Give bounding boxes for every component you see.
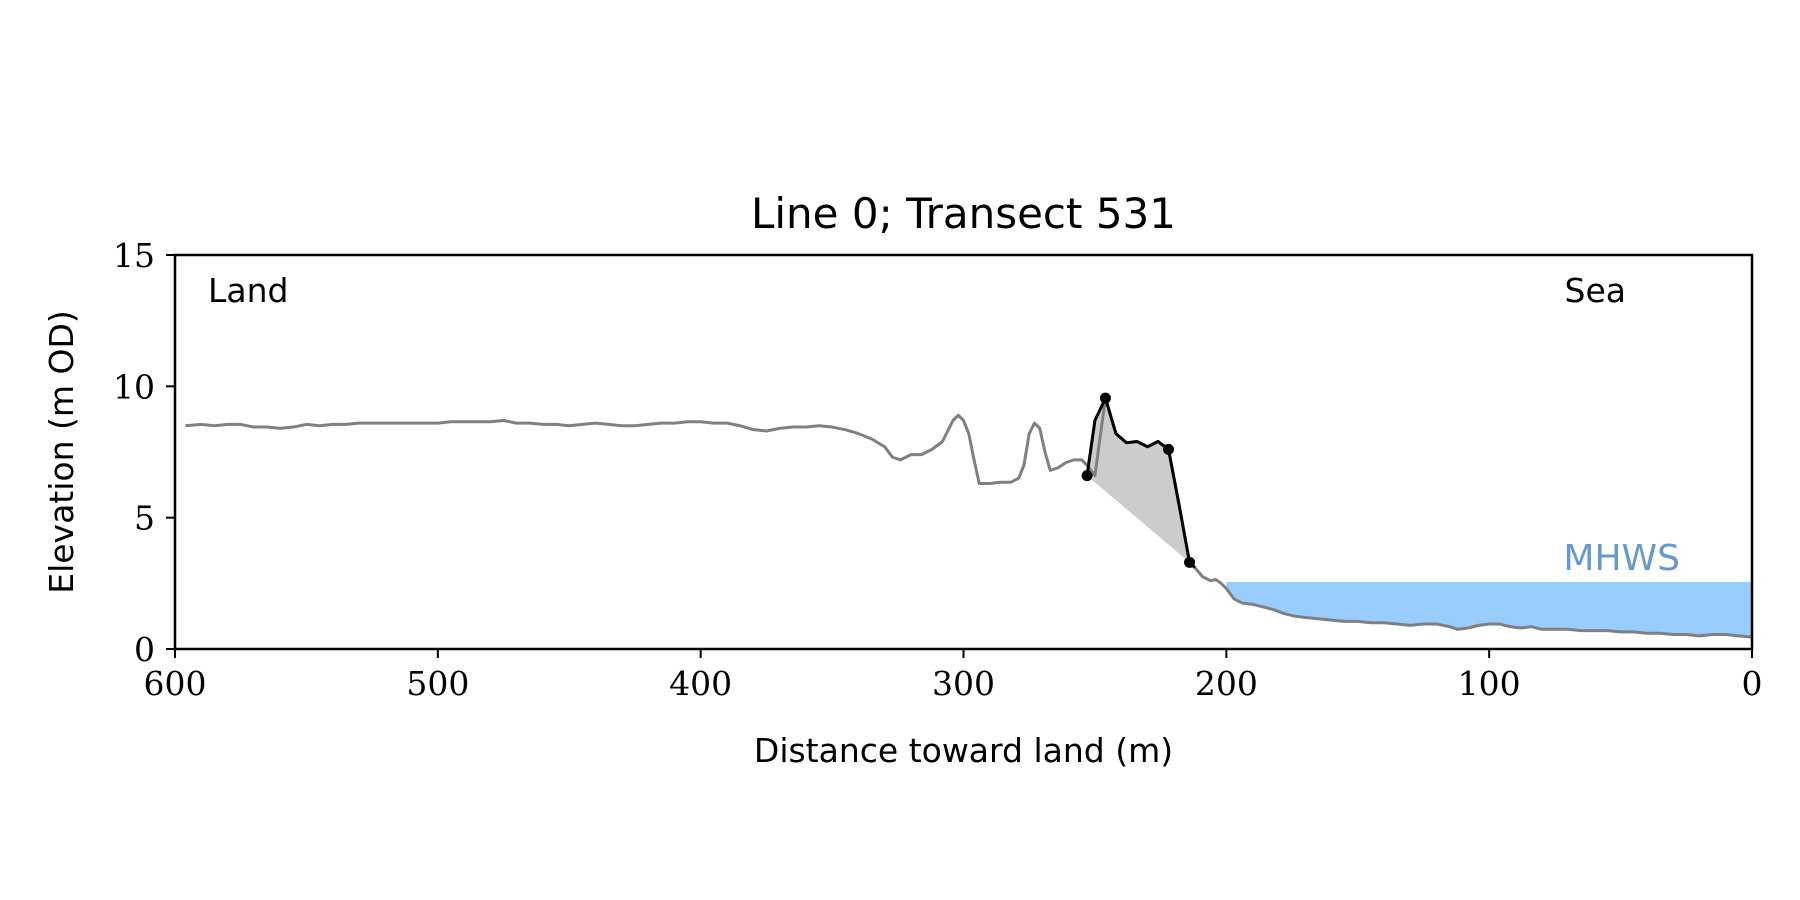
- x-tick-label: 0: [1742, 664, 1763, 703]
- x-tick-label: 100: [1458, 664, 1521, 703]
- chart-title: Line 0; Transect 531: [751, 189, 1176, 238]
- land-label: Land: [208, 271, 288, 310]
- cliff-marker: [1081, 470, 1093, 482]
- sea-label: Sea: [1565, 271, 1626, 310]
- x-tick-label: 200: [1195, 664, 1258, 703]
- mhws-area: [1226, 582, 1752, 638]
- y-tick-label: 10: [113, 367, 155, 406]
- profile-line: [185, 396, 1753, 639]
- x-axis-label: Distance toward land (m): [754, 731, 1173, 770]
- cliff-marker: [1163, 443, 1175, 455]
- plot-marks: [185, 392, 1753, 639]
- cliff-marker: [1184, 556, 1196, 568]
- y-tick-label: 0: [134, 630, 155, 669]
- y-tick-label: 15: [113, 236, 155, 275]
- ticks: 600 500 400 300 200 100 0 0 5 10 15: [113, 236, 1763, 703]
- x-tick-label: 300: [932, 664, 995, 703]
- y-axis-label: Elevation (m OD): [42, 310, 81, 594]
- cliff-fill: [1087, 398, 1190, 563]
- x-tick-label: 400: [669, 664, 732, 703]
- x-tick-label: 500: [406, 664, 469, 703]
- x-tick-label: 600: [144, 664, 207, 703]
- y-tick-label: 5: [134, 499, 155, 538]
- cliff-marker: [1099, 392, 1111, 404]
- mhws-label: MHWS: [1563, 538, 1680, 579]
